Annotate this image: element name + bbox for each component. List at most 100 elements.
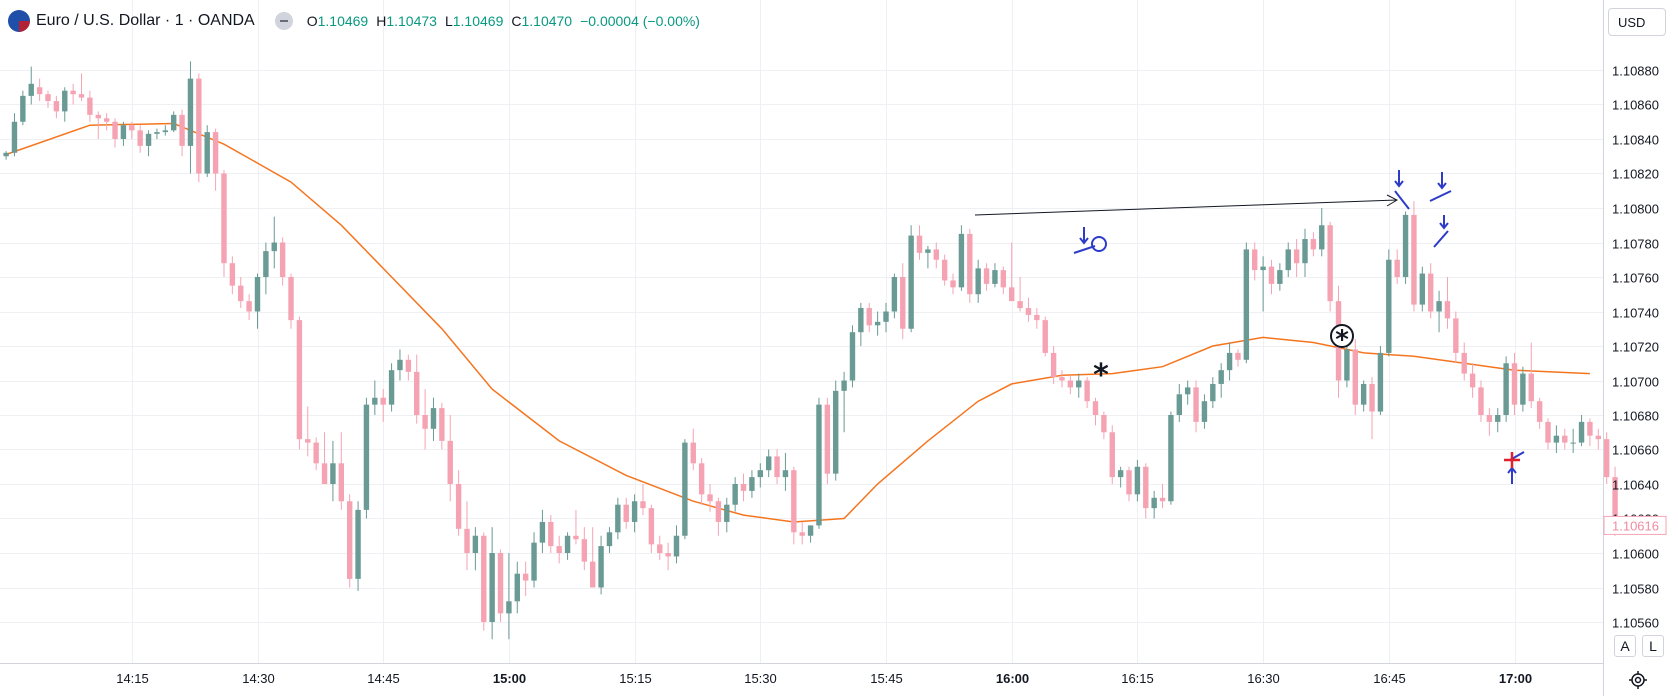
candle-body — [212, 132, 219, 174]
candle — [1528, 342, 1534, 409]
candle-body — [799, 532, 805, 536]
candle-body — [774, 456, 780, 478]
candle-body — [497, 553, 504, 614]
candle — [1218, 363, 1224, 398]
candle — [1469, 363, 1476, 398]
candle-body — [1235, 352, 1241, 360]
candle — [1101, 411, 1107, 440]
candle — [62, 87, 68, 122]
candle — [372, 380, 378, 415]
candle — [623, 497, 629, 529]
candle — [967, 228, 973, 303]
currency-dropdown[interactable]: USD — [1608, 8, 1666, 36]
candle-body — [657, 544, 663, 553]
candle — [1394, 249, 1400, 284]
candle-body — [70, 90, 76, 95]
open-label: O — [306, 13, 318, 29]
candle — [1327, 221, 1333, 312]
candle-body — [941, 259, 948, 281]
candle-body — [707, 494, 713, 502]
candle — [531, 532, 537, 588]
symbol-header: Euro / U.S. Dollar · 1 · OANDA O1.10469 … — [8, 8, 700, 34]
candle-body — [1252, 249, 1258, 271]
collapse-button[interactable] — [274, 12, 293, 30]
candle — [338, 432, 344, 510]
candle — [1059, 370, 1065, 388]
candle — [933, 242, 939, 269]
candle-body — [506, 601, 512, 614]
candle-body — [1293, 249, 1300, 264]
auto-scale-button[interactable]: A — [1614, 635, 1636, 657]
candle — [95, 111, 101, 139]
candle-body — [1545, 421, 1551, 443]
gear-icon[interactable] — [1628, 670, 1648, 690]
candle-body — [816, 404, 822, 526]
price-tick-label: 1.10680 — [1612, 409, 1659, 424]
candle-body — [447, 440, 453, 484]
candle-body — [631, 501, 638, 522]
candle-body — [154, 132, 160, 134]
candle-body — [1486, 415, 1493, 422]
candle — [1428, 263, 1434, 319]
candle — [1595, 428, 1601, 450]
candle-body — [45, 94, 51, 102]
candle-body — [665, 553, 671, 557]
candle — [992, 263, 998, 288]
symbol-title[interactable]: Euro / U.S. Dollar · 1 · OANDA — [36, 12, 255, 29]
candle-body — [380, 397, 386, 405]
candle-body — [1578, 421, 1585, 443]
candle-body — [1143, 466, 1149, 509]
price-tick-label: 1.10700 — [1612, 375, 1659, 390]
candle — [1084, 377, 1090, 409]
candle — [615, 497, 621, 540]
candle — [774, 449, 780, 484]
candle-body — [254, 277, 261, 312]
candle-body — [1109, 432, 1115, 478]
candle-body — [221, 173, 227, 264]
candle — [1201, 394, 1208, 429]
candle-body — [1210, 383, 1216, 402]
last-price-label: 1.10616 — [1603, 515, 1667, 535]
candle — [414, 354, 420, 424]
candle-body — [615, 504, 621, 533]
candle — [489, 527, 495, 640]
candle-body — [388, 370, 395, 405]
candle — [321, 432, 328, 484]
candle-body — [1285, 249, 1291, 271]
candle — [1495, 408, 1501, 433]
candle — [1285, 242, 1291, 277]
candle-body — [581, 539, 588, 562]
candle-body — [682, 442, 688, 536]
candle-body — [715, 501, 722, 522]
candle-body — [606, 532, 613, 547]
candle — [1436, 290, 1442, 333]
candle-body — [556, 546, 562, 553]
last-price-box — [1603, 515, 1667, 535]
candle-body — [145, 133, 152, 146]
candle-body — [363, 404, 370, 510]
price-axis[interactable]: 1.10880 1.10860 1.10840 1.10820 1.10800 1.107… — [1612, 64, 1659, 631]
candle-body — [866, 308, 872, 326]
candle-body — [330, 463, 336, 484]
candle-body — [849, 332, 856, 381]
candle — [673, 525, 680, 564]
trend-line[interactable] — [974, 199, 1398, 216]
candle-body — [1453, 318, 1459, 353]
candle-body — [355, 509, 361, 579]
time-axis[interactable]: 14:15 14:30 14:45 15:00 15:15 15:30 15:45 16:00… — [116, 671, 1532, 686]
candle-body — [464, 528, 470, 553]
candle — [1235, 349, 1241, 367]
candle-body — [1503, 363, 1509, 415]
candle-body — [1402, 214, 1409, 277]
asterisk-marker: * — [1093, 358, 1109, 393]
candle-body — [1369, 383, 1375, 412]
candle-body — [103, 118, 110, 122]
candle — [1076, 373, 1082, 398]
candle-body — [1226, 352, 1233, 371]
log-scale-button[interactable]: L — [1642, 635, 1664, 657]
candle — [313, 437, 319, 471]
candle — [1210, 377, 1216, 409]
candle — [791, 466, 797, 545]
candle-body — [313, 442, 319, 464]
